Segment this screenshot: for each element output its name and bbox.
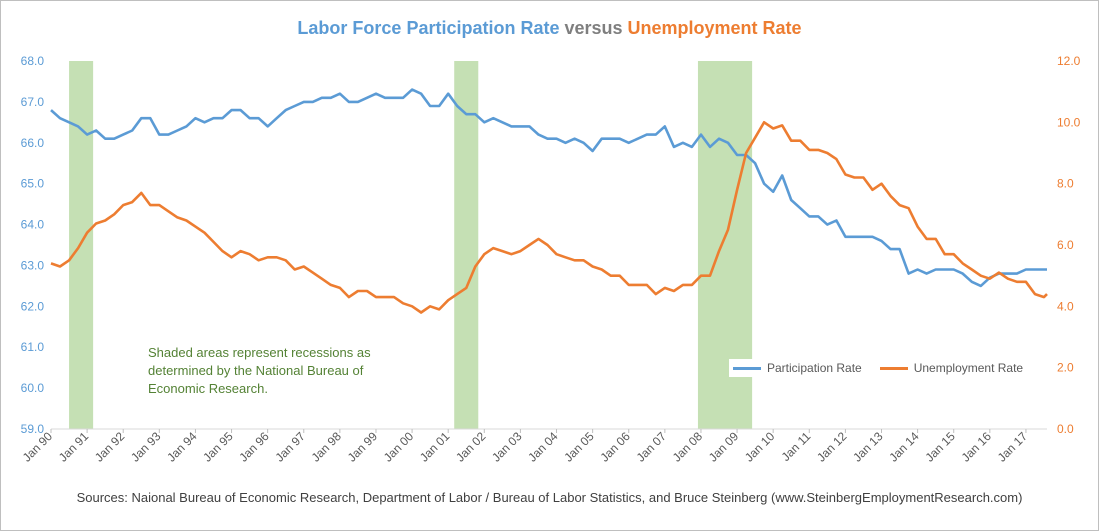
y-left-tick-label: 64.0 bbox=[21, 218, 45, 232]
y-right-tick-label: 8.0 bbox=[1057, 177, 1074, 191]
legend-label-unemployment: Unemployment Rate bbox=[913, 361, 1024, 375]
source-note: Sources: Naional Bureau of Economic Rese… bbox=[76, 490, 1023, 505]
x-tick-label: Jan 16 bbox=[959, 429, 995, 465]
participation-rate-line bbox=[50, 88, 1047, 288]
y-left-tick-label: 67.0 bbox=[21, 95, 45, 109]
x-tick-label: Jan 93 bbox=[128, 429, 164, 465]
x-tick-label: Jan 12 bbox=[814, 429, 850, 465]
x-tick-label: Jan 95 bbox=[200, 429, 236, 465]
y-left-tick-label: 63.0 bbox=[21, 258, 45, 272]
y-right-tick-label: 2.0 bbox=[1057, 361, 1074, 375]
unemployment-rate-line bbox=[50, 121, 1048, 314]
x-tick-label: Jan 14 bbox=[886, 429, 922, 465]
y-right-tick-label: 0.0 bbox=[1057, 422, 1074, 436]
y-right-tick-label: 12.0 bbox=[1057, 54, 1081, 68]
x-tick-label: Jan 17 bbox=[995, 429, 1031, 465]
x-tick-label: Jan 15 bbox=[922, 429, 958, 465]
y-left-tick-label: 60.0 bbox=[21, 381, 45, 395]
note-line: Shaded areas represent recessions as bbox=[148, 345, 371, 360]
x-tick-label: Jan 06 bbox=[597, 429, 633, 465]
title-versus: versus bbox=[559, 18, 628, 38]
y-left-tick-label: 65.0 bbox=[21, 177, 45, 191]
x-tick-label: Jan 98 bbox=[309, 429, 345, 465]
title-participation: Labor Force Participation Rate bbox=[297, 18, 560, 38]
y-left-tick-label: 61.0 bbox=[21, 340, 45, 354]
legend-label-participation: Participation Rate bbox=[767, 361, 862, 375]
x-tick-label: Jan 11 bbox=[779, 429, 814, 464]
title-unemployment: Unemployment Rate bbox=[627, 18, 802, 38]
x-tick-label: Jan 10 bbox=[742, 429, 778, 465]
y-left-tick-label: 66.0 bbox=[21, 136, 45, 150]
y-left-tick-label: 68.0 bbox=[21, 54, 45, 68]
x-tick-label: Jan 09 bbox=[706, 429, 742, 465]
x-tick-label: Jan 96 bbox=[236, 429, 272, 465]
x-tick-label: Jan 02 bbox=[453, 429, 489, 465]
legend-swatch-participation bbox=[733, 366, 761, 370]
legend-item-participation: Participation Rate bbox=[733, 361, 862, 375]
x-tick-label: Jan 91 bbox=[56, 429, 92, 465]
x-tick-label: Jan 92 bbox=[92, 429, 128, 465]
x-tick-label: Jan 99 bbox=[345, 429, 381, 465]
y-left-tick-label: 59.0 bbox=[21, 422, 45, 436]
x-tick-label: Jan 08 bbox=[670, 429, 706, 465]
note-line: determined by the National Bureau of bbox=[148, 363, 364, 378]
x-tick-label: Jan 03 bbox=[489, 429, 525, 465]
chart-title: Labor Force Participation Rate versus Un… bbox=[1, 18, 1098, 39]
legend-item-unemployment: Unemployment Rate bbox=[879, 361, 1024, 375]
x-tick-label: Jan 13 bbox=[850, 429, 886, 465]
x-tick-label: Jan 01 bbox=[417, 429, 453, 465]
legend-swatch-unemployment bbox=[879, 366, 908, 370]
x-tick-label: Jan 07 bbox=[634, 429, 670, 465]
x-tick-label: Jan 04 bbox=[525, 429, 561, 465]
chart-legend: Participation Rate Unemployment Rate bbox=[729, 359, 1028, 377]
y-right-tick-label: 6.0 bbox=[1057, 238, 1074, 252]
note-line: Economic Research. bbox=[148, 381, 268, 396]
y-left-tick-label: 62.0 bbox=[21, 299, 45, 313]
recession-note: Shaded areas represent recessions as det… bbox=[138, 340, 438, 402]
x-tick-label: Jan 00 bbox=[381, 429, 417, 465]
recession-band bbox=[454, 61, 479, 429]
y-right-tick-label: 10.0 bbox=[1057, 115, 1081, 129]
x-tick-label: Jan 05 bbox=[561, 429, 597, 465]
x-tick-label: Jan 94 bbox=[164, 429, 200, 465]
y-right-tick-label: 4.0 bbox=[1057, 299, 1074, 313]
x-tick-label: Jan 97 bbox=[273, 429, 309, 465]
